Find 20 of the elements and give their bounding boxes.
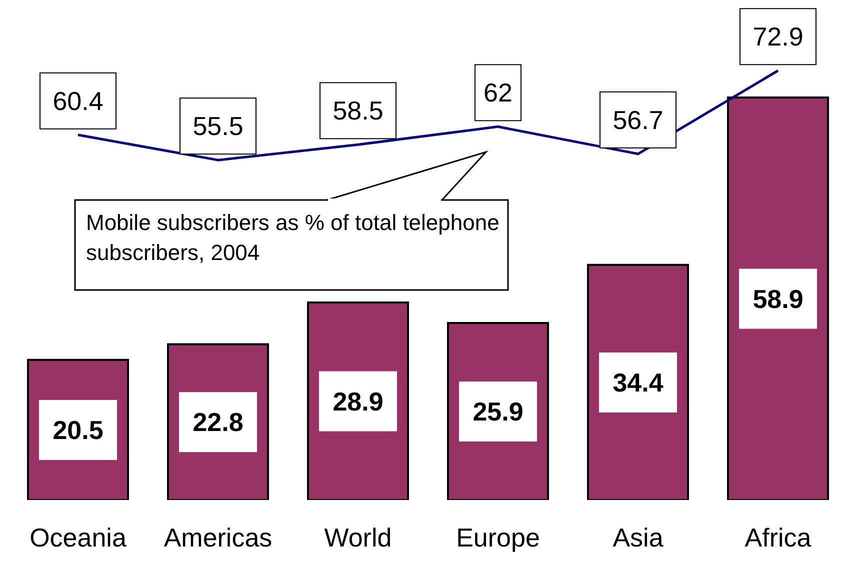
data-label: 72.9 [752, 22, 804, 52]
data-label: 58.5 [332, 96, 384, 126]
data-label: 62 [484, 78, 512, 108]
x-tick-label: Asia [612, 522, 664, 552]
data-label: 34.4 [612, 367, 664, 398]
x-tick-label: World [324, 522, 392, 552]
data-label: 55.5 [192, 111, 244, 142]
data-label: 25.9 [472, 396, 524, 427]
data-label: 58.9 [752, 284, 804, 314]
x-tick-label: Africa [744, 522, 812, 552]
data-label: 28.9 [332, 386, 384, 416]
data-label: 20.5 [52, 414, 104, 445]
x-tick-label: Europe [456, 522, 540, 552]
bar [727, 96, 829, 500]
x-tick-label: Americas [164, 522, 272, 552]
data-label: 22.8 [192, 407, 244, 438]
annotation: Mobile subscribers as % of total telephone subscribers, 2004 [86, 209, 500, 267]
data-label: 60.4 [52, 86, 104, 116]
data-label: 56.7 [612, 104, 664, 135]
x-tick-label: Oceania [30, 522, 127, 552]
